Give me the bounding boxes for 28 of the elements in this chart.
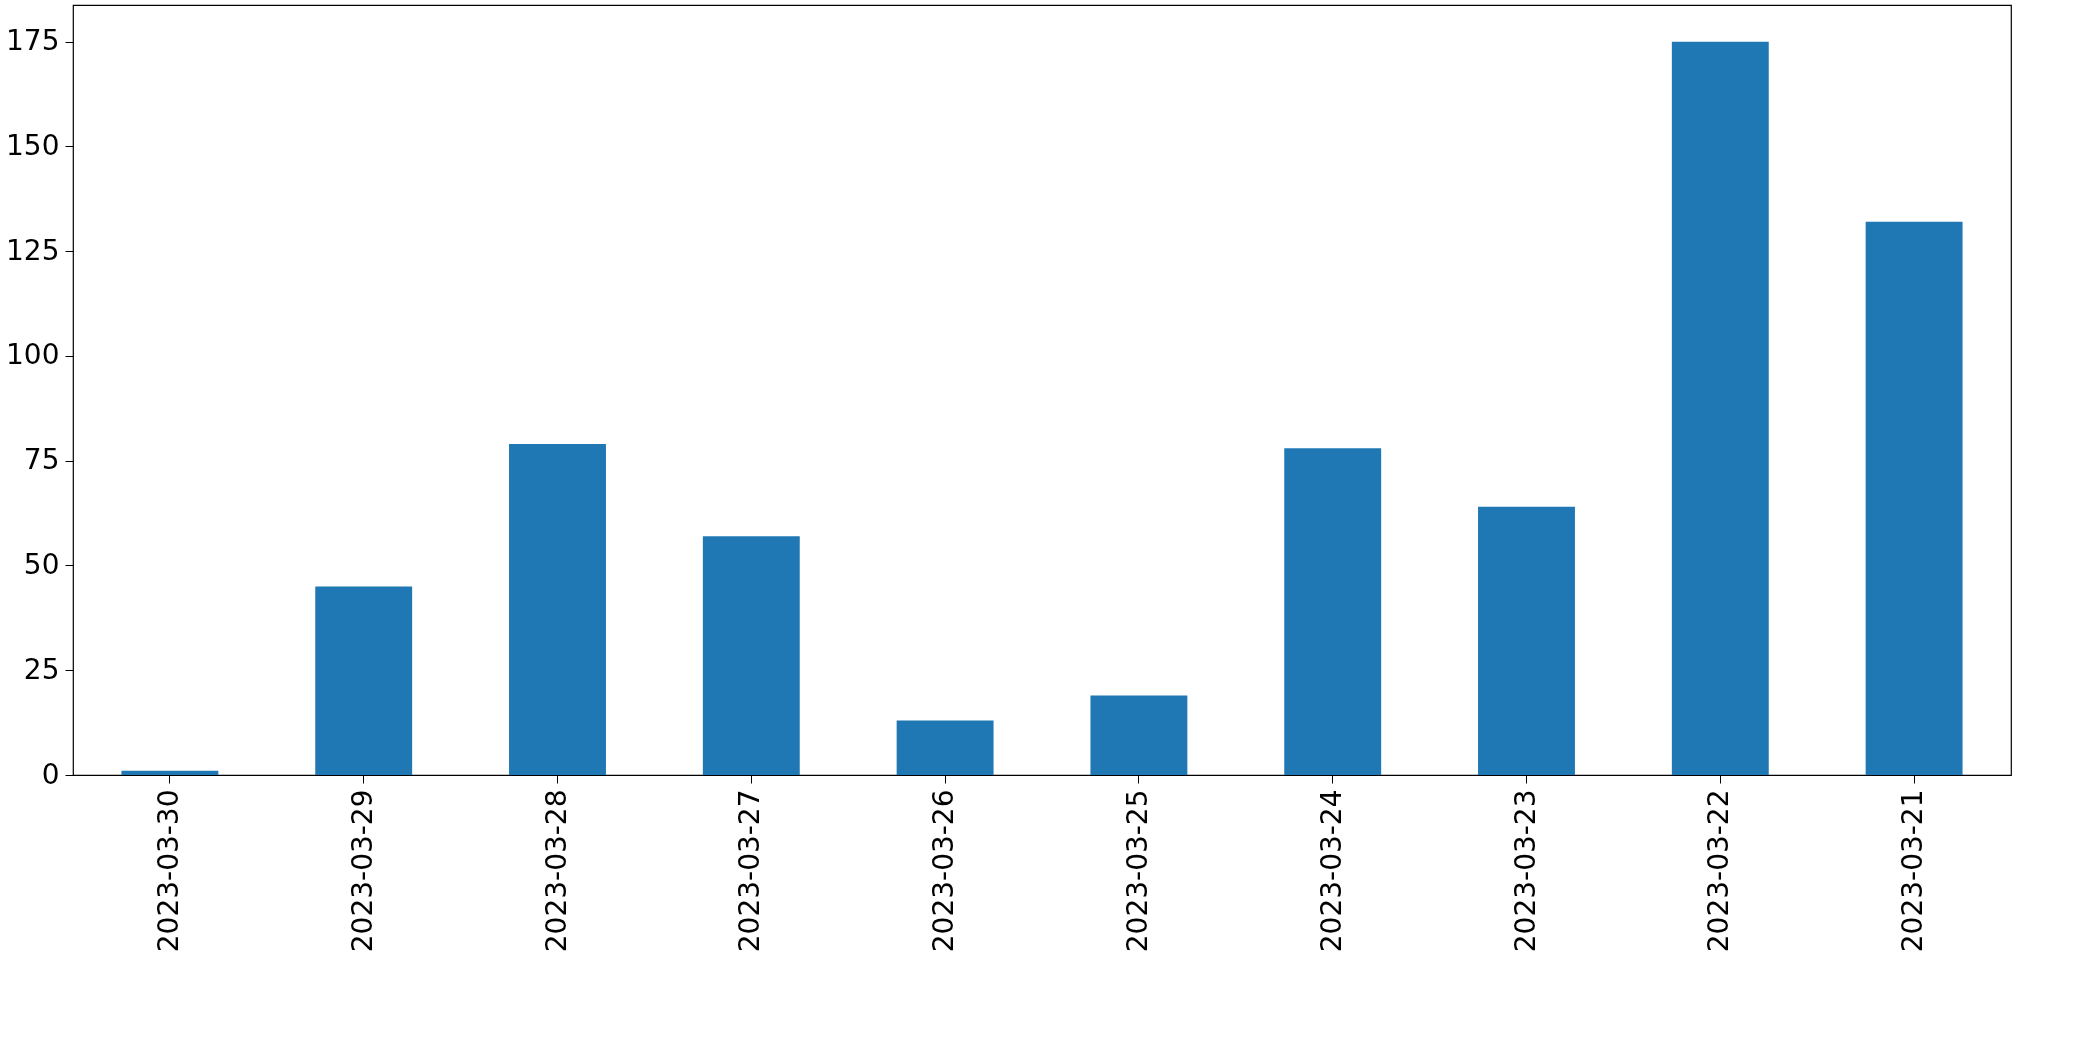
y-tick-label: 0 — [41, 757, 60, 791]
x-tick-label: 2023-03-26 — [927, 789, 961, 953]
y-tick-label: 50 — [23, 547, 60, 581]
x-tick-label: 2023-03-28 — [539, 789, 573, 953]
x-tick-label: 2023-03-21 — [1896, 789, 1930, 953]
x-tick-label: 2023-03-27 — [733, 789, 767, 953]
y-tick-label: 150 — [6, 128, 60, 162]
bar — [1671, 41, 1769, 775]
x-tick-label: 2023-03-23 — [1508, 789, 1542, 953]
bar — [896, 720, 994, 775]
bar — [1478, 506, 1575, 775]
y-tick-label: 100 — [6, 338, 60, 372]
x-tick-label: 2023-03-29 — [345, 789, 379, 953]
y-tick-label: 125 — [6, 233, 60, 267]
bar — [509, 443, 606, 775]
bar — [315, 586, 413, 775]
bar — [1090, 695, 1188, 775]
x-tick-label: 2023-03-30 — [151, 789, 185, 953]
y-tick-label: 25 — [23, 652, 60, 686]
y-tick-label: 175 — [6, 24, 60, 58]
bar — [702, 536, 800, 775]
bar — [1865, 221, 1963, 775]
bar — [121, 770, 219, 775]
bar — [1284, 448, 1382, 775]
y-tick-label: 75 — [23, 443, 60, 477]
x-tick-label: 2023-03-22 — [1702, 789, 1736, 953]
x-tick-label: 2023-03-25 — [1120, 789, 1154, 953]
x-tick-label: 2023-03-24 — [1314, 789, 1348, 953]
